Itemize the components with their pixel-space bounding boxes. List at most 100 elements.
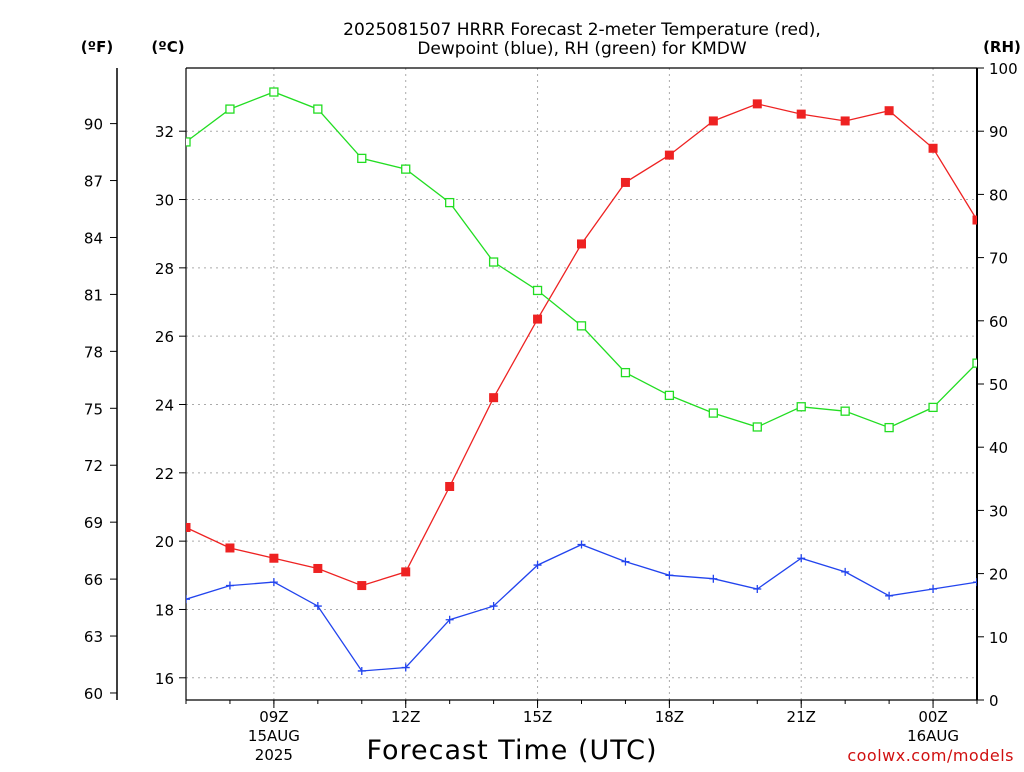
rh-tick-label: 50 bbox=[989, 376, 1008, 394]
dewpoint-point bbox=[709, 574, 718, 583]
rh-tick-label: 40 bbox=[989, 439, 1008, 457]
temperature-point bbox=[972, 215, 977, 225]
rh-point bbox=[840, 406, 850, 416]
dewpoint-point bbox=[445, 615, 454, 624]
temperature-point bbox=[664, 150, 674, 160]
rh-tick-label: 70 bbox=[989, 250, 1008, 268]
rh-point bbox=[488, 257, 499, 267]
fahrenheit-tick-label: 66 bbox=[84, 571, 103, 589]
rh-tick-label: 60 bbox=[989, 313, 1008, 331]
dewpoint-point bbox=[973, 578, 977, 587]
rh-point bbox=[225, 104, 235, 114]
dewpoint-point bbox=[269, 578, 278, 587]
celsius-tick-label: 26 bbox=[155, 328, 174, 346]
dewpoint-point bbox=[533, 561, 542, 570]
rh-tick-label: 30 bbox=[989, 502, 1008, 520]
fahrenheit-tick-label: 84 bbox=[84, 229, 103, 247]
dewpoint-point bbox=[621, 557, 630, 566]
rh-unit-label: (RH) bbox=[983, 38, 1021, 56]
fahrenheit-tick-label: 60 bbox=[84, 685, 103, 703]
rh-point bbox=[752, 422, 762, 432]
temperature-point bbox=[708, 116, 718, 126]
temperature-point bbox=[489, 393, 499, 403]
temperature-point bbox=[796, 109, 806, 119]
celsius-tick-label: 22 bbox=[155, 465, 174, 483]
temperature-point bbox=[357, 581, 367, 591]
chart-title: 2025081507 HRRR Forecast 2-meter Tempera… bbox=[343, 20, 821, 40]
celsius-tick-label: 24 bbox=[155, 396, 174, 414]
dewpoint-point bbox=[186, 595, 190, 604]
temperature-point bbox=[401, 567, 411, 577]
rh-point bbox=[664, 390, 675, 401]
x-tick-label: 12Z bbox=[391, 708, 420, 726]
fahrenheit-tick-label: 72 bbox=[84, 457, 103, 475]
rh-point bbox=[445, 197, 455, 208]
grid-lines bbox=[186, 68, 977, 700]
dewpoint-point bbox=[225, 581, 234, 590]
celsius-tick-label: 32 bbox=[155, 123, 174, 141]
rh-line bbox=[186, 91, 977, 429]
rh-point bbox=[796, 402, 806, 412]
celsius-tick-label: 16 bbox=[155, 670, 174, 688]
fahrenheit-tick-label: 81 bbox=[84, 286, 103, 304]
dewpoint-point bbox=[313, 602, 322, 611]
temperature-point bbox=[269, 553, 279, 563]
temperature-point bbox=[533, 314, 543, 324]
dewpoint-point bbox=[577, 540, 586, 549]
credit-text: coolwx.com/models bbox=[847, 746, 1014, 765]
fahrenheit-unit-label: (ºF) bbox=[81, 38, 113, 56]
x-tick-date-label: 15AUG bbox=[248, 727, 300, 745]
x-tick-date-label: 16AUG bbox=[907, 727, 959, 745]
rh-point bbox=[884, 422, 894, 433]
celsius-tick-label: 18 bbox=[155, 601, 174, 619]
celsius-tick-label: 20 bbox=[155, 533, 174, 551]
rh-point bbox=[313, 104, 323, 114]
temperature-point bbox=[225, 543, 235, 553]
temperature-point bbox=[620, 177, 630, 187]
rh-point bbox=[620, 367, 631, 378]
rh-point bbox=[576, 321, 587, 331]
dewpoint-point bbox=[665, 571, 674, 580]
rh-point bbox=[269, 87, 279, 97]
x-axis-title: Forecast Time (UTC) bbox=[366, 735, 657, 766]
fahrenheit-tick-label: 63 bbox=[84, 628, 103, 646]
x-tick-label: 09Z bbox=[259, 708, 288, 726]
x-tick-label: 21Z bbox=[787, 708, 816, 726]
temperature-point bbox=[445, 481, 455, 491]
dewpoint-point bbox=[841, 567, 850, 576]
fahrenheit-tick-label: 69 bbox=[84, 514, 103, 532]
fahrenheit-tick-label: 75 bbox=[84, 400, 103, 418]
rh-tick-label: 100 bbox=[989, 60, 1018, 78]
temperature-point bbox=[313, 563, 323, 573]
rh-point bbox=[972, 358, 977, 368]
rh-tick-label: 90 bbox=[989, 123, 1008, 141]
celsius-tick-label: 30 bbox=[155, 192, 174, 210]
fahrenheit-tick-label: 78 bbox=[84, 343, 103, 361]
x-tick-label: 15Z bbox=[523, 708, 552, 726]
temperature-line bbox=[186, 103, 977, 587]
dewpoint-point bbox=[357, 666, 366, 675]
celsius-unit-label: (ºC) bbox=[151, 38, 184, 56]
dewpoint-line bbox=[186, 543, 977, 672]
rh-point bbox=[401, 164, 411, 174]
rh-tick-label: 0 bbox=[989, 692, 999, 710]
series-lines bbox=[186, 87, 977, 675]
dewpoint-point bbox=[929, 584, 938, 593]
fahrenheit-tick-label: 87 bbox=[84, 173, 103, 191]
temperature-point bbox=[577, 239, 586, 249]
dewpoint-point bbox=[885, 591, 894, 600]
rh-point bbox=[708, 408, 718, 418]
rh-point bbox=[357, 153, 367, 164]
dewpoint-point bbox=[489, 602, 498, 611]
temperature-point bbox=[186, 522, 191, 532]
fahrenheit-tick-label: 90 bbox=[84, 116, 103, 134]
dewpoint-point bbox=[797, 554, 806, 563]
rh-tick-label: 10 bbox=[989, 629, 1008, 647]
temperature-point bbox=[928, 143, 938, 153]
rh-point bbox=[928, 402, 938, 413]
axes bbox=[110, 67, 984, 708]
rh-tick-label: 80 bbox=[989, 186, 1008, 204]
x-tick-label: 00Z bbox=[918, 708, 947, 726]
